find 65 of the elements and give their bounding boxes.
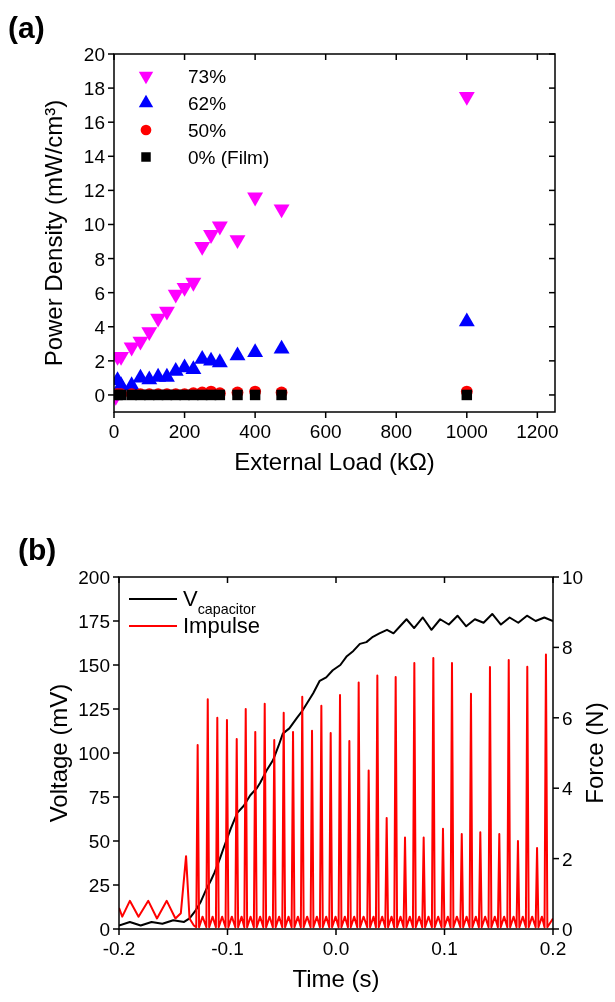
y-tick-label: 6: [94, 282, 105, 304]
x-tick-label: 200: [168, 421, 201, 442]
chart-title: (b): [18, 533, 57, 566]
point: [273, 204, 290, 219]
point: [167, 289, 184, 304]
x-tick-label: 600: [309, 421, 342, 442]
y2-tick-label: 2: [562, 848, 573, 870]
chart-title: (a): [8, 11, 45, 44]
x-axis-title: Time (s): [292, 965, 380, 992]
y-tick-label: 10: [83, 214, 105, 236]
point: [458, 92, 475, 106]
y-tick-label: 200: [78, 567, 110, 588]
y-axis-title: Power Density (mW/cm³): [40, 99, 67, 367]
point: [185, 277, 202, 292]
y-tick-label: 25: [88, 875, 110, 896]
point: [176, 282, 193, 297]
legend-label: 50%: [188, 120, 227, 141]
point: [203, 230, 219, 244]
y-tick-label: 2: [94, 350, 105, 372]
legend-label: 73%: [188, 66, 227, 87]
x-tick-label: 0.1: [431, 938, 458, 959]
legend-label: 0% (Film): [188, 147, 270, 168]
point: [132, 336, 149, 351]
y-tick-label: 75: [88, 787, 110, 808]
y-tick-label: 125: [78, 699, 110, 720]
y-tick-label: 175: [78, 611, 110, 632]
y2-tick-label: 8: [562, 637, 573, 659]
y-tick-label: 150: [78, 655, 110, 676]
y-tick-label: 0: [94, 384, 105, 406]
y-tick-label: 16: [83, 112, 105, 134]
y-tick-label: 20: [83, 44, 105, 65]
x-tick-label: 0.0: [322, 938, 350, 959]
y-tick-label: 50: [88, 831, 110, 852]
y2-axis-title: Force (N): [581, 702, 608, 804]
x-tick-label: 0.2: [539, 938, 567, 959]
point: [123, 342, 140, 357]
y-tick-label: 8: [94, 248, 105, 270]
point: [141, 327, 158, 342]
legend-label: 62%: [188, 93, 227, 114]
x-axis-title: External Load (kΩ): [234, 448, 435, 475]
point: [150, 313, 167, 328]
point: [249, 389, 261, 401]
x-tick-label: 800: [380, 421, 413, 442]
y2-tick-label: 4: [562, 778, 573, 800]
point: [211, 221, 228, 236]
point: [461, 389, 473, 401]
y2-tick-label: 6: [562, 707, 573, 729]
point: [194, 242, 211, 256]
y-tick-label: 0: [99, 919, 110, 940]
x-tick-label: -0.2: [102, 938, 136, 959]
y-tick-label: 4: [94, 316, 106, 338]
y-tick-label: 14: [83, 146, 106, 168]
y-tick-label: 100: [78, 743, 110, 764]
point: [229, 235, 246, 250]
x-tick-label: -0.1: [211, 938, 244, 959]
point: [247, 192, 264, 207]
point: [158, 306, 175, 321]
y-axis-title: Voltage (mV): [45, 683, 72, 823]
y-tick-label: 12: [83, 180, 105, 202]
x-tick-label: 1200: [516, 421, 559, 442]
y-tick-label: 18: [83, 78, 105, 100]
y2-tick-label: 10: [562, 567, 584, 588]
x-tick-label: 1000: [445, 421, 488, 442]
y2-tick-label: 0: [562, 919, 573, 940]
x-tick-label: 400: [239, 421, 271, 442]
